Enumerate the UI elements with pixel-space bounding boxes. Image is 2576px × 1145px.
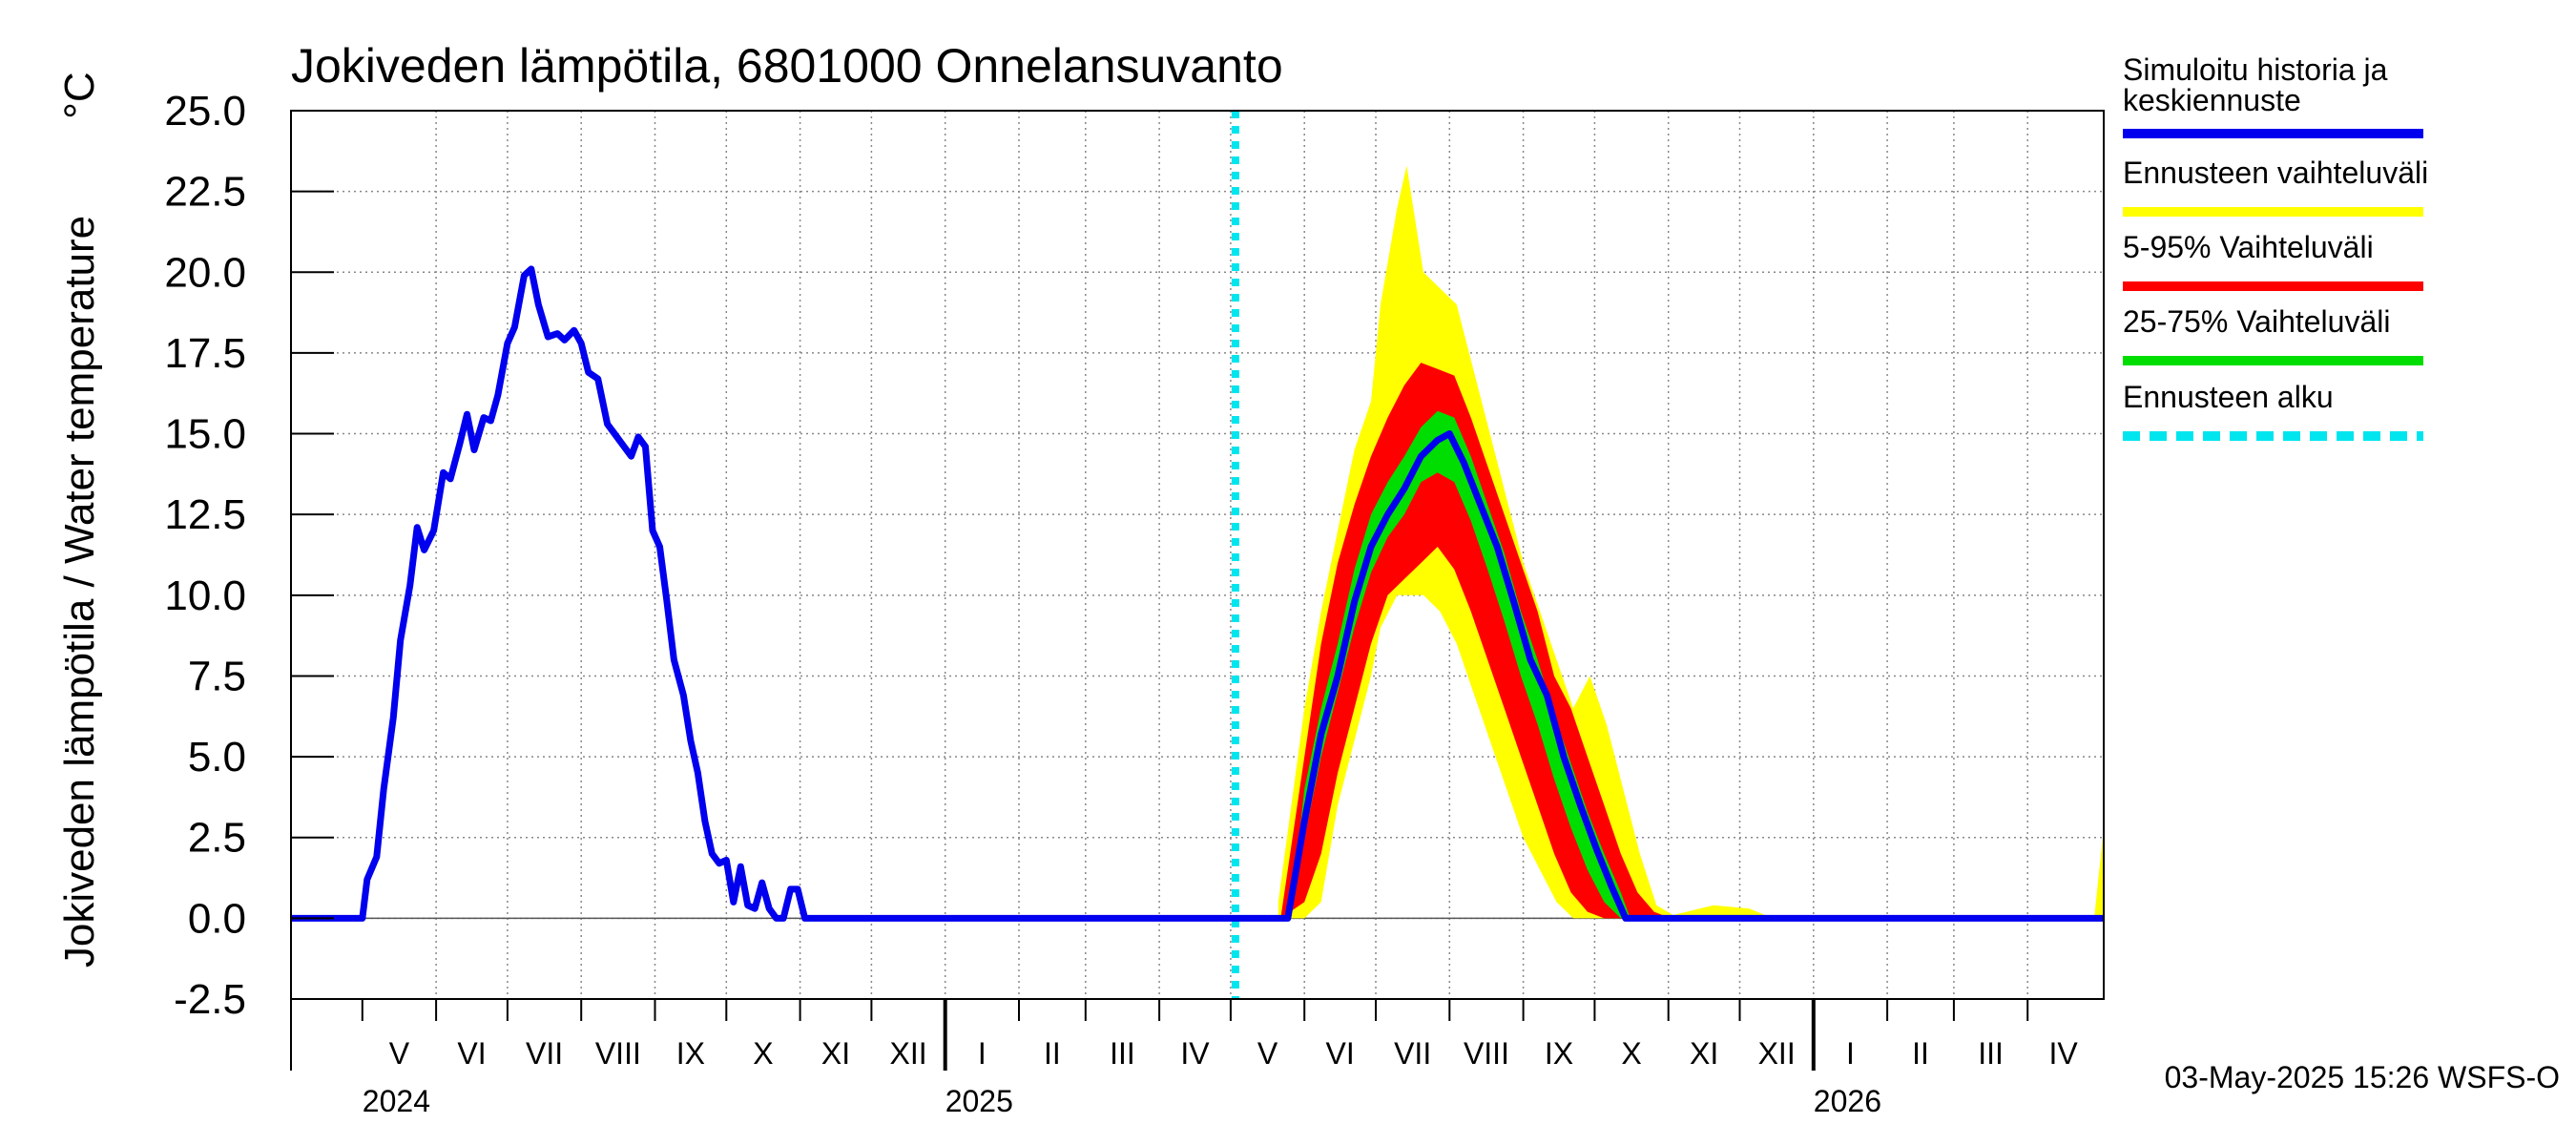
legend-label: Ennusteen vaihteluväli [2123, 156, 2428, 190]
plot-frame [290, 110, 2105, 1000]
y-tick-label: 2.5 [188, 815, 246, 862]
month-label: VIII [595, 1036, 641, 1071]
legend-label: 25-75% Vaihteluväli [2123, 304, 2390, 339]
month-label: II [1912, 1036, 1929, 1071]
month-label: IV [1180, 1036, 1210, 1071]
month-label: III [1110, 1036, 1135, 1071]
month-label: X [753, 1036, 773, 1071]
month-label: XII [889, 1036, 926, 1071]
y-tick-label: 25.0 [164, 88, 246, 135]
month-label: IV [2048, 1036, 2078, 1071]
y-tick-label: -2.5 [174, 976, 246, 1023]
month-label: VIII [1464, 1036, 1509, 1071]
month-label: VII [1394, 1036, 1431, 1071]
series-line-mean [291, 265, 2104, 922]
month-label: II [1044, 1036, 1061, 1071]
month-label: VII [526, 1036, 563, 1071]
month-label: I [1846, 1036, 1855, 1071]
y-tick-label: 10.0 [164, 572, 246, 619]
legend-label: Simuloitu historia ja [2123, 52, 2388, 87]
plot-area [291, 111, 2104, 999]
year-label: 2024 [363, 1084, 430, 1118]
y-tick-label: 20.0 [164, 249, 246, 296]
month-label: VI [1325, 1036, 1354, 1071]
timestamp-footer: 03-May-2025 15:26 WSFS-O [2165, 1060, 2560, 1094]
month-label: IX [676, 1036, 705, 1071]
axes: 25.0 22.5 20.0 17.5 15.0 12.5 10.0 7.5 5.0 2.5 0.0… [164, 88, 2105, 1118]
legend-label: keskiennuste [2123, 83, 2301, 117]
month-label: XII [1758, 1036, 1796, 1071]
chart-title: Jokiveden lämpötila, 6801000 Onnelansuva… [291, 39, 1283, 93]
y-axis-unit: °C [56, 72, 103, 118]
month-label: XI [1690, 1036, 1718, 1071]
year-label: 2025 [945, 1084, 1013, 1118]
y-tick-label: 15.0 [164, 411, 246, 458]
y-tick-label: 17.5 [164, 330, 246, 377]
y-tick-label: 12.5 [164, 491, 246, 538]
y-axis-label: Jokiveden lämpötila / Water temperature [56, 216, 103, 968]
year-label: 2026 [1814, 1084, 1881, 1118]
month-label: V [1257, 1036, 1278, 1071]
month-label: V [389, 1036, 410, 1071]
legend-label: Ennusteen alku [2123, 380, 2334, 414]
y-tick-label: 5.0 [188, 734, 246, 781]
month-label: X [1621, 1036, 1641, 1071]
legend-label: 5-95% Vaihteluväli [2123, 230, 2374, 264]
y-tick-label: 7.5 [188, 653, 246, 699]
month-label: XI [821, 1036, 850, 1071]
y-tick-label: 22.5 [164, 169, 246, 216]
month-label: VI [457, 1036, 486, 1071]
month-label: IX [1545, 1036, 1573, 1071]
y-tick-label: 0.0 [188, 895, 246, 942]
month-label: III [1978, 1036, 2004, 1071]
month-label: I [978, 1036, 987, 1071]
